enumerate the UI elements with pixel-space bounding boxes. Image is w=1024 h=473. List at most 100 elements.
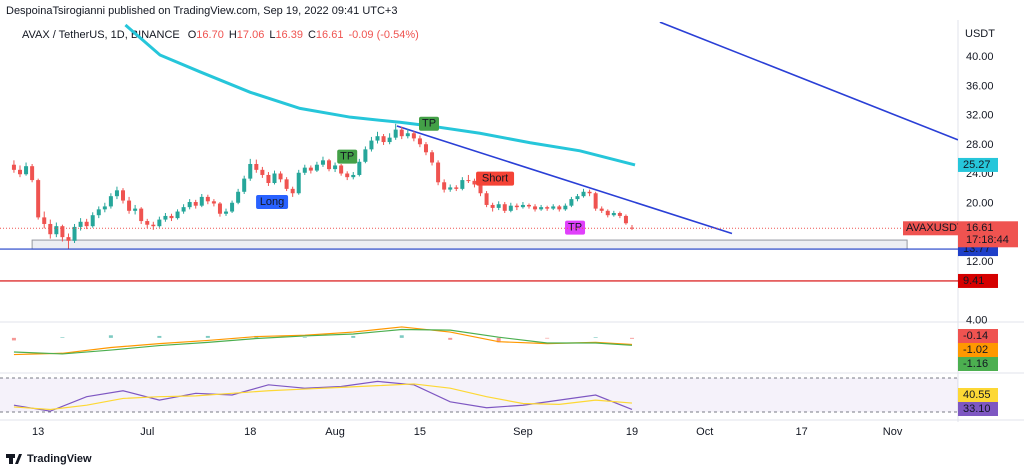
y-tick-label: 32.00 [966,110,994,122]
candle-body [496,204,501,208]
macd-bar [545,337,550,339]
macd-bar [205,335,210,338]
ma-badge [958,157,998,172]
candle-body [333,165,338,170]
price-badge [958,221,1018,248]
candle-body [575,196,580,200]
rsi-ma-badge [958,388,998,402]
macd-label: -0.14 [963,330,988,342]
candle-body [484,193,489,205]
candle-body [478,184,483,194]
rsi-line [13,383,633,411]
candle-body [169,215,174,219]
candle-body [599,208,604,211]
candle-body [460,180,465,189]
candle-body [502,204,507,211]
candle-body [211,201,216,204]
candle-body [605,210,610,216]
annotation-box [476,171,515,186]
rsi-ma-label: 40.55 [963,389,991,401]
candle-body [539,207,544,210]
candle-body [617,213,622,216]
candle-body [363,149,368,162]
x-tick-label: Jul [140,426,154,438]
candle-body [430,152,435,163]
y-tick-label: 20.00 [966,197,994,209]
candle-body [581,191,586,197]
candle-body [508,205,513,211]
candle-body [163,215,168,220]
candle-body [121,190,126,201]
macd-label: -1.16 [963,358,988,370]
macd-bar [399,335,404,338]
candle-body [78,221,83,227]
macd-line [13,326,633,356]
macd-bar [630,337,635,339]
candle-body [290,188,295,194]
candle-body [96,209,101,216]
candle-body [199,196,204,206]
candle-body [60,226,65,238]
candle-body [551,206,556,209]
candle-body [181,207,186,212]
candle-body [266,174,271,184]
candle-body [593,193,598,209]
legend-change: -0.09 (-0.54%) [348,29,418,41]
candle-body [248,163,253,179]
candle-body [254,163,259,170]
candle-body [11,164,16,170]
macd-bar [60,337,65,338]
candle-body [630,227,635,229]
candle-body [375,136,380,141]
candle-body [114,190,119,197]
candle-body [393,129,398,138]
candle-body [66,237,71,241]
candle-body [526,204,531,207]
legend-symbol: AVAX / TetherUS, 1D, BINANCE [22,29,180,41]
macd-bar [496,337,501,343]
candle-body [236,191,241,203]
moving-average [124,23,636,167]
zone [31,239,908,250]
candle-body [454,187,459,189]
candle-body [533,206,538,210]
candle-body [369,140,374,150]
candle-body [345,173,350,178]
candle-body [490,204,495,208]
footer: TradingView [27,453,92,465]
candle-body [557,206,562,210]
symbol-label: AVAXUSDT [906,222,964,234]
candle-body [24,166,29,175]
candle-body [108,196,113,207]
legend-value: 16.61 [316,29,344,41]
legend-value: 16.39 [275,29,303,41]
candle-body [545,207,550,209]
candle-body [466,180,471,182]
candle-body [30,166,35,181]
currency: USDT [965,28,995,40]
legend-key: H [229,29,237,41]
candle-body [151,224,156,227]
candle-body [17,169,22,175]
legend-key: C [308,29,316,41]
header: DespoinaTsirogianni published on Trading… [6,5,397,17]
rsi-line [13,380,633,412]
x-tick-label: 15 [414,426,426,438]
candle-body [320,160,325,165]
annotation-label: TP [340,151,354,163]
countdown: 17:18:44 [966,234,1009,246]
trendline [659,22,958,141]
candle-body [54,226,59,235]
annotation-box [565,220,586,235]
candle-body [448,187,453,190]
macd-badge [958,329,998,343]
x-tick-label: Aug [325,426,345,438]
y-tick-label: 12.00 [966,256,994,268]
y-tick-label: 36.00 [966,80,994,92]
candle-body [224,211,229,214]
candle-body [296,172,301,194]
candle-body [623,215,628,224]
candle-body [417,138,422,145]
legend-value: 16.70 [196,29,224,41]
